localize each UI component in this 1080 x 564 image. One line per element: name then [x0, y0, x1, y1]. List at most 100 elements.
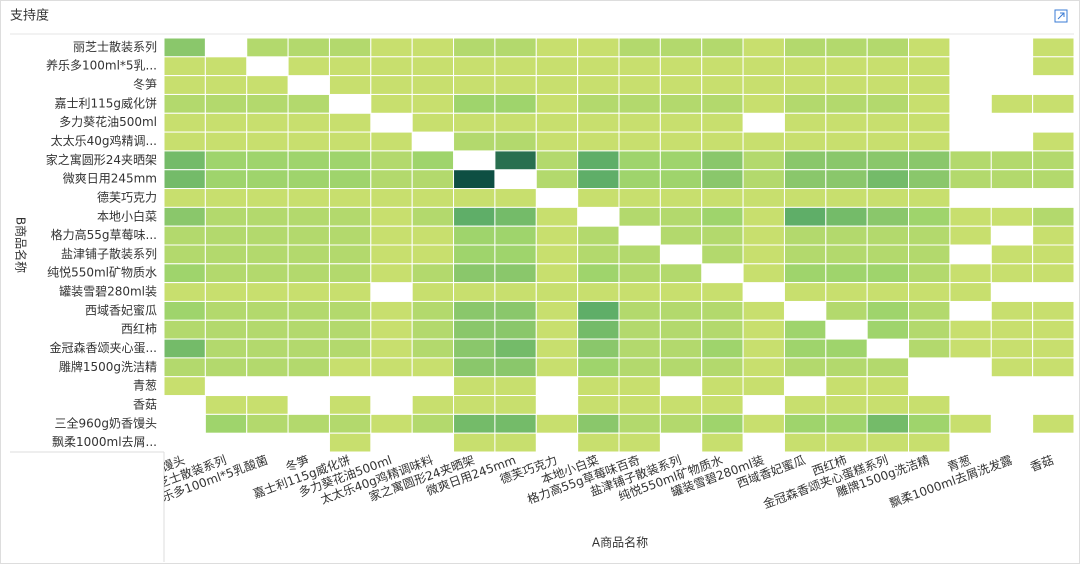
heat-cell [246, 150, 289, 171]
heat-cell [618, 300, 661, 321]
heat-cell [783, 56, 827, 77]
heat-cell [1032, 169, 1075, 190]
expand-icon[interactable] [1054, 9, 1068, 23]
heat-cell [659, 395, 703, 415]
heat-cell [949, 319, 992, 340]
heat-cell [908, 93, 951, 114]
heat-cell [742, 244, 785, 265]
heat-cell [453, 169, 496, 190]
heat-cell [453, 376, 496, 397]
y-tick-label: 青葱 [133, 379, 157, 393]
heat-cell [1032, 37, 1075, 58]
heat-cell [246, 395, 289, 415]
heat-cell [742, 263, 785, 284]
y-axis-title: B商品名称 [14, 217, 29, 273]
heat-cell [742, 357, 785, 378]
heat-cell [370, 206, 413, 227]
heat-cell [618, 357, 661, 378]
y-tick-label: 太太乐40g鸡精调... [51, 133, 157, 148]
heat-cell [453, 319, 496, 340]
heat-cell [287, 282, 330, 302]
y-tick-label: 金冠森香颂夹心蛋... [50, 340, 157, 355]
heat-cell [204, 112, 248, 133]
heat-cell [453, 93, 496, 114]
heat-cell [659, 413, 703, 434]
heat-cell [866, 225, 910, 246]
heat-cell [535, 131, 579, 152]
heat-cell [494, 112, 537, 133]
heat-cell [535, 206, 579, 227]
heat-cell [866, 300, 910, 321]
heat-cell [783, 338, 827, 359]
heat-cell [453, 244, 496, 265]
heat-cell [908, 432, 951, 453]
heat-cell [453, 188, 496, 208]
heat-cell [1032, 413, 1075, 434]
heat-cell [535, 338, 579, 359]
heat-cell [701, 188, 744, 208]
heat-cell [783, 244, 827, 265]
heat-cell [701, 376, 744, 397]
heat-cell [742, 225, 785, 246]
heat-cell [659, 93, 703, 114]
heat-cell [866, 395, 910, 415]
heat-cell [701, 357, 744, 378]
heat-cell [494, 357, 537, 378]
heat-cell [701, 169, 744, 190]
heat-cell [411, 300, 455, 321]
heat-cell [577, 131, 620, 152]
heat-cell [287, 169, 330, 190]
heat-cell [411, 244, 455, 265]
heat-cell [494, 319, 537, 340]
heat-cell [494, 263, 537, 284]
heat-cell [701, 225, 744, 246]
heat-cell [618, 244, 661, 265]
heat-cell [659, 225, 703, 246]
heat-cell [370, 244, 413, 265]
heat-cell [701, 37, 744, 58]
heat-cell [204, 225, 248, 246]
heat-cell [411, 150, 455, 171]
heat-cell [866, 150, 910, 171]
heat-cell [370, 93, 413, 114]
y-tick-label: 罐装雪碧280ml装 [59, 285, 157, 299]
heat-cell [411, 188, 455, 208]
heat-cell [783, 206, 827, 227]
heat-cell [618, 282, 661, 302]
heat-cell [328, 413, 372, 434]
heat-cell [163, 206, 206, 227]
heat-cell [742, 169, 785, 190]
heat-cell [783, 395, 827, 415]
heat-cell [535, 93, 579, 114]
heat-cell [370, 225, 413, 246]
heat-cell [163, 225, 206, 246]
heat-cell [535, 413, 579, 434]
heat-cell [701, 131, 744, 152]
heat-cell [577, 319, 620, 340]
heat-cell [825, 188, 868, 208]
heat-cell [701, 432, 744, 453]
heat-cell [411, 338, 455, 359]
heat-cell [370, 37, 413, 58]
heat-cell [204, 206, 248, 227]
heat-cell [783, 357, 827, 378]
y-tick-label: 丽芝士散装系列 [73, 39, 157, 54]
heat-cell [908, 75, 951, 95]
heat-cell [204, 319, 248, 340]
heat-cell [328, 432, 372, 453]
heat-cell [659, 300, 703, 321]
heat-cell [701, 413, 744, 434]
heat-cell [328, 357, 372, 378]
heat-cell [163, 188, 206, 208]
heat-cell [411, 206, 455, 227]
y-tick-label: 多力葵花油500ml [59, 114, 157, 129]
heat-cell [328, 75, 372, 95]
heat-cell [659, 75, 703, 95]
heat-cell [866, 263, 910, 284]
heat-cell [990, 300, 1034, 321]
heat-cell [163, 376, 206, 397]
heat-cell [370, 169, 413, 190]
heat-cell [577, 300, 620, 321]
heat-cell [204, 244, 248, 265]
